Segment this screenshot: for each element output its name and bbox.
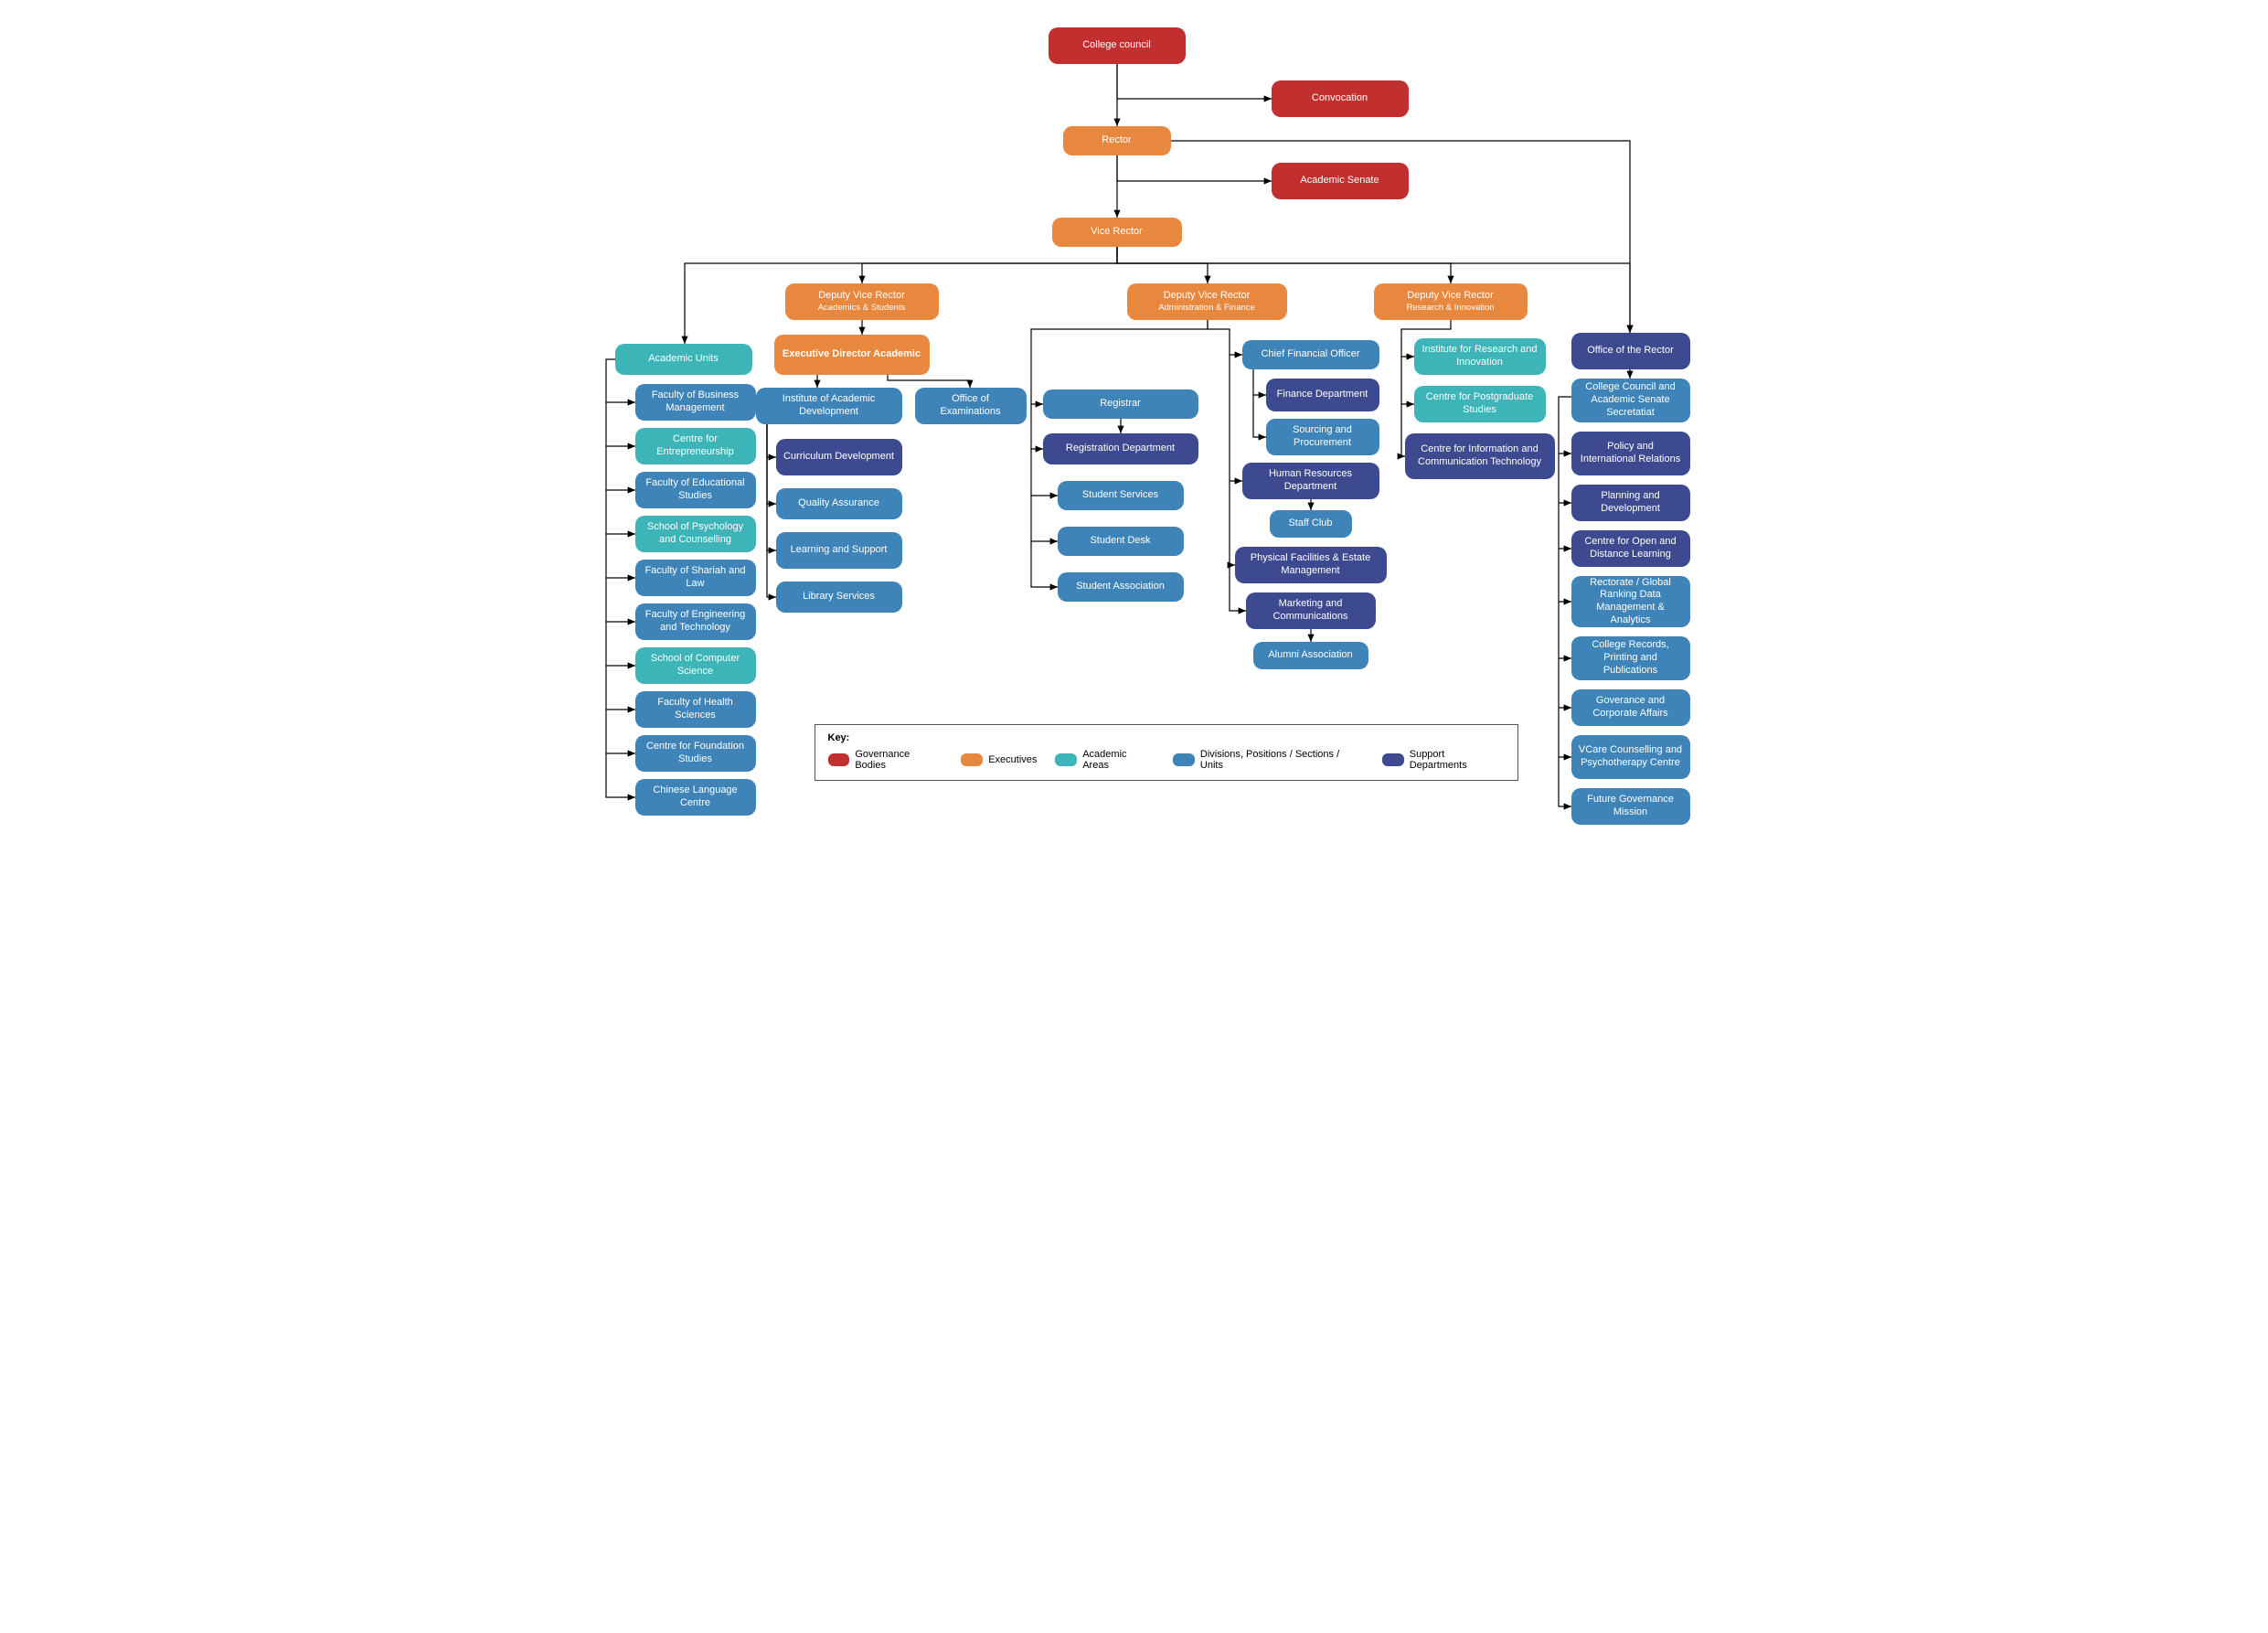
node-vcare: VCare Counselling and Psychotherapy Cent…	[1571, 735, 1690, 779]
legend-title: Key:	[828, 732, 1505, 743]
node-office-rector: Office of the Rector	[1571, 333, 1690, 369]
node-fac-eng-tech: Faculty of Engineering and Technology	[635, 603, 756, 640]
node-centre-entrepreneurship: Centre for Entrepreneurship	[635, 428, 756, 464]
node-alumni-assoc: Alumni Association	[1253, 642, 1368, 669]
node-school-cs: School of Computer Science	[635, 647, 756, 684]
node-sourcing-procurement: Sourcing and Procurement	[1266, 419, 1379, 455]
node-student-services: Student Services	[1058, 481, 1184, 510]
legend-label: Divisions, Positions / Sections / Units	[1200, 749, 1364, 771]
node-college-council: College council	[1049, 27, 1186, 64]
node-registration-dept: Registration Department	[1043, 433, 1198, 464]
legend-item: Divisions, Positions / Sections / Units	[1173, 749, 1364, 771]
node-hr-dept: Human Resources Department	[1242, 463, 1379, 499]
node-dvr-res: Deputy Vice RectorResearch & Innovation	[1374, 283, 1528, 320]
node-college-records: College Records, Printing and Publicatio…	[1571, 636, 1690, 680]
node-governance-corp: Goverance and Corporate Affairs	[1571, 689, 1690, 726]
node-school-psych: School of Psychology and Counselling	[635, 516, 756, 552]
node-office-exams: Office of Examinations	[915, 388, 1027, 424]
node-college-senate-sec: College Council and Academic Senate Secr…	[1571, 379, 1690, 422]
node-centre-odl: Centre for Open and Distance Learning	[1571, 530, 1690, 567]
node-fac-shariah: Faculty of Shariah and Law	[635, 560, 756, 596]
legend-swatch	[1382, 753, 1404, 766]
node-staff-club: Staff Club	[1270, 510, 1352, 538]
node-library-services: Library Services	[776, 582, 902, 613]
legend-label: Academic Areas	[1082, 749, 1155, 771]
node-marketing-comms: Marketing and Communications	[1246, 592, 1376, 629]
node-fac-business: Faculty of Business Management	[635, 384, 756, 421]
node-fac-health: Faculty of Health Sciences	[635, 691, 756, 728]
legend-item: Executives	[961, 753, 1037, 766]
legend: Key: Governance Bodies Executives Academic…	[815, 724, 1518, 781]
node-vice-rector: Vice Rector	[1052, 218, 1182, 247]
node-centre-foundation: Centre for Foundation Studies	[635, 735, 756, 772]
node-registrar: Registrar	[1043, 390, 1198, 419]
node-policy-intl: Policy and International Relations	[1571, 432, 1690, 475]
node-exec-dir-acad: Executive Director Academic	[774, 335, 930, 375]
node-curriculum-dev: Curriculum Development	[776, 439, 902, 475]
node-cfo: Chief Financial Officer	[1242, 340, 1379, 369]
node-quality-assurance: Quality Assurance	[776, 488, 902, 519]
node-rector: Rector	[1063, 126, 1171, 155]
legend-swatch	[828, 753, 850, 766]
node-physical-facilities: Physical Facilities & Estate Management	[1235, 547, 1387, 583]
node-academic-senate: Academic Senate	[1272, 163, 1409, 199]
node-learning-support: Learning and Support	[776, 532, 902, 569]
node-chinese-lang: Chinese Language Centre	[635, 779, 756, 816]
node-centre-ict: Centre for Information and Communication…	[1405, 433, 1555, 479]
node-academic-units: Academic Units	[615, 344, 752, 375]
legend-swatch	[1173, 753, 1195, 766]
node-institute-acad-dev: Institute of Academic Development	[756, 388, 902, 424]
node-centre-postgrad: Centre for Postgraduate Studies	[1414, 386, 1546, 422]
org-chart-canvas: College council Convocation Rector Academic…	[549, 18, 1720, 859]
node-convocation: Convocation	[1272, 80, 1409, 117]
legend-label: Governance Bodies	[855, 749, 942, 771]
node-planning-dev: Planning and Development	[1571, 485, 1690, 521]
node-finance-dept: Finance Department	[1266, 379, 1379, 411]
legend-item: Support Departments	[1382, 749, 1505, 771]
node-inst-research-innov: Institute for Research and Innovation	[1414, 338, 1546, 375]
node-student-assoc: Student Association	[1058, 572, 1184, 602]
legend-item: Academic Areas	[1055, 749, 1155, 771]
node-student-desk: Student Desk	[1058, 527, 1184, 556]
node-rectorate-ranking: Rectorate / Global Ranking Data Manageme…	[1571, 576, 1690, 627]
node-future-gov: Future Governance Mission	[1571, 788, 1690, 825]
legend-swatch	[1055, 753, 1077, 766]
node-fac-educational: Faculty of Educational Studies	[635, 472, 756, 508]
legend-item: Governance Bodies	[828, 749, 943, 771]
node-dvr-admin: Deputy Vice RectorAdministration & Finan…	[1127, 283, 1287, 320]
legend-label: Support Departments	[1410, 749, 1505, 771]
legend-label: Executives	[988, 754, 1037, 765]
legend-swatch	[961, 753, 983, 766]
node-dvr-acad: Deputy Vice RectorAcademics & Students	[785, 283, 939, 320]
